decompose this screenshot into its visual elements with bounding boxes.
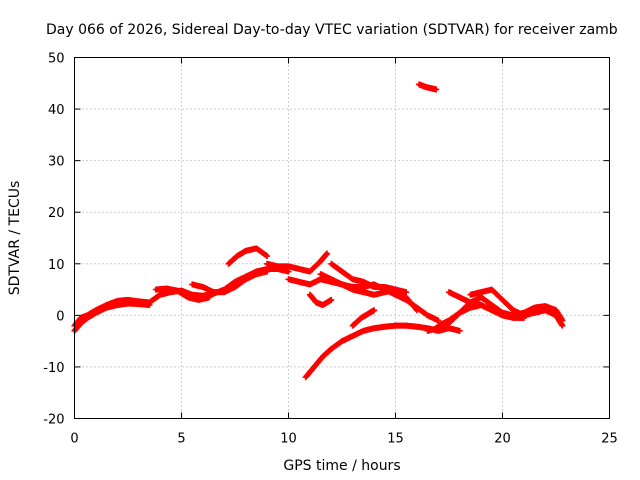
series-arc-2 — [71, 300, 153, 334]
y-tick-label: 50 — [48, 52, 65, 67]
data-point — [264, 268, 271, 275]
data-point — [206, 294, 213, 301]
series-arc-4 — [189, 268, 271, 296]
series-arc-10 — [328, 260, 410, 296]
axis-ticks — [74, 57, 610, 419]
series-arc-16 — [467, 286, 566, 329]
series-arc-9 — [317, 271, 420, 314]
series-arc-11 — [302, 322, 463, 381]
data-points — [71, 81, 566, 381]
series-arc-8 — [306, 291, 335, 309]
series-arc-5 — [225, 245, 271, 267]
data-point — [285, 268, 292, 275]
y-tick-label: 30 — [48, 155, 65, 170]
x-tick-labels: 0 5 10 15 20 25 — [70, 432, 617, 447]
data-point — [435, 317, 442, 324]
series-arc-13 — [416, 81, 440, 93]
data-point — [264, 253, 271, 260]
y-tick-label: 40 — [48, 103, 65, 118]
x-tick-label: 25 — [601, 432, 618, 447]
x-tick-label: 20 — [494, 432, 511, 447]
y-tick-label: -20 — [43, 413, 64, 428]
y-tick-labels: -20 -10 0 10 20 30 40 50 — [43, 52, 64, 428]
x-tick-label: 10 — [280, 432, 297, 447]
x-tick-label: 0 — [70, 432, 78, 447]
data-point — [478, 302, 485, 309]
data-point — [413, 307, 420, 314]
plot-frame — [74, 57, 610, 419]
x-tick-label: 5 — [177, 432, 185, 447]
data-point — [559, 322, 566, 329]
y-tick-label: 0 — [56, 309, 64, 324]
y-tick-label: -10 — [43, 361, 64, 376]
data-point — [403, 289, 410, 296]
data-point — [328, 296, 335, 303]
grid-lines — [74, 57, 610, 419]
series-arc-12 — [349, 307, 378, 329]
data-point — [324, 250, 331, 257]
data-point — [433, 86, 440, 93]
x-axis-label: GPS time / hours — [283, 458, 400, 474]
series-arc-3 — [152, 285, 213, 303]
series-arc-6 — [264, 250, 331, 275]
x-tick-label: 15 — [387, 432, 404, 447]
series-arc-15 — [446, 289, 527, 321]
y-tick-label: 20 — [48, 206, 65, 221]
data-point — [456, 327, 463, 334]
chart-title: Day 066 of 2026, Sidereal Day-to-day VTE… — [46, 22, 618, 38]
data-point — [146, 302, 153, 309]
series-arc-17 — [435, 302, 485, 329]
data-point — [371, 307, 378, 314]
y-axis-label: SDTVAR / TECUs — [7, 181, 23, 296]
y-tick-label: 10 — [48, 258, 65, 273]
